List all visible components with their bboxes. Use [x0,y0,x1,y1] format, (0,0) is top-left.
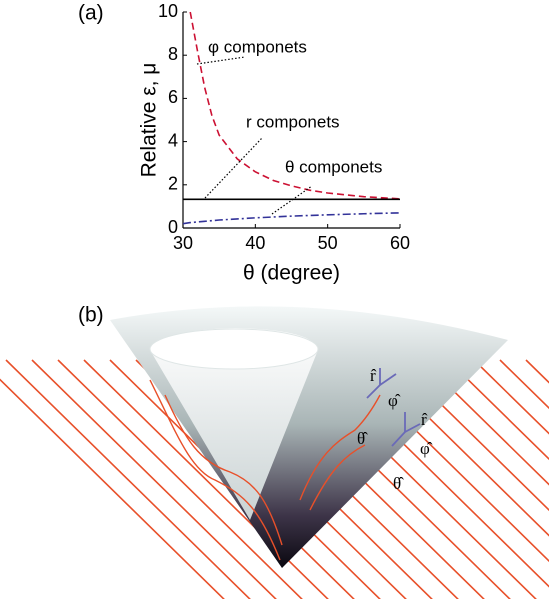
panel-label: (b) [78,304,104,327]
series-line [183,213,400,224]
unit-vector-label: θ̂ [393,474,404,493]
y-tick-label: 8 [168,44,178,64]
panel-label: (a) [78,2,104,25]
inner-rim [150,329,318,369]
x-tick-label: 40 [245,233,265,253]
unit-vector-label: φ̂ [420,439,433,458]
x-tick-label: 60 [390,233,410,253]
cone-illustration: (b) r̂ φ̂ θ̂ r̂ φ̂ θ̂ [0,304,549,599]
annotation-leader [197,57,245,64]
y-axis-label: Relative ε, μ [138,63,161,178]
x-axis-label: θ (degree) [243,262,340,285]
series-annotation: r componets [246,112,340,131]
y-tick-label: 6 [168,87,178,107]
annotation-leader [205,138,262,198]
y-tick-label: 10 [158,1,178,21]
series-annotation: θ componets [285,157,382,176]
x-tick-label: 50 [318,233,338,253]
figure: (a) 024681030405060θ (degree)Relative ε,… [0,0,549,599]
y-tick-label: 4 [168,130,178,150]
series-annotation: φ componets [208,37,307,56]
y-tick-label: 2 [168,174,178,194]
x-tick-label: 30 [173,233,193,253]
